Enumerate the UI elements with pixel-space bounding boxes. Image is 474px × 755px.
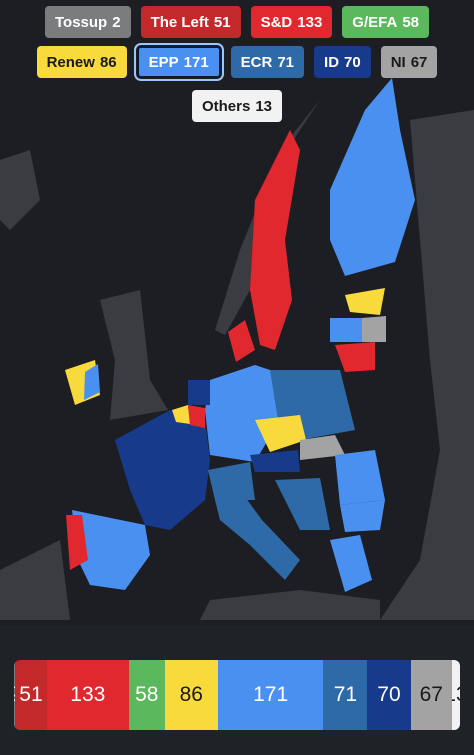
button-row: Tossup 2 The Left 51 S&D 133 G/EFA 58 [0,6,474,38]
seat-segment: 13 [451,660,460,730]
party-button[interactable]: ID 70 [314,46,371,78]
segment-label: 13 [452,683,460,707]
seat-segment: 71 [323,660,368,730]
segment-label: 86 [179,683,203,706]
party-button[interactable]: Others 13 [191,90,283,122]
segment-label: 71 [333,683,358,706]
party-button[interactable]: G/EFA 58 [342,6,429,38]
seat-segment: 2 [14,660,16,730]
party-seats: 171 [183,53,209,71]
party-seats: 2 [112,13,121,31]
party-button[interactable]: EPP 171 [133,43,224,81]
party-buttons: Tossup 2 The Left 51 S&D 133 G/EFA 58 Renew 86 EPP… [0,6,474,130]
party-button[interactable]: ECR 71 [230,46,305,78]
button-row: Others 13 [0,90,474,122]
party-seats: 13 [255,97,273,115]
segment-label: 2 [14,683,15,707]
party-button[interactable]: Renew 86 [36,46,127,78]
seat-segment: 51 [15,660,47,730]
party-button[interactable]: Tossup 2 [44,6,131,38]
party-seats: 70 [344,53,361,71]
party-name: NI [390,53,406,71]
party-button[interactable]: The Left 51 [140,6,241,38]
segment-label: 67 [419,683,443,706]
seat-segment: 133 [46,660,129,730]
party-button[interactable]: S&D 133 [250,6,333,38]
seat-segment: 67 [410,660,452,730]
segment-label: 51 [19,683,43,706]
segment-label: 171 [253,683,289,706]
button-row: Renew 86 EPP 171 ECR 71 ID 70 NI 67 [0,43,474,81]
party-seats: 67 [410,53,428,71]
party-name: S&D [260,13,293,31]
party-name: ECR [240,53,273,71]
party-seats: 58 [402,13,419,31]
party-seats: 133 [297,13,323,31]
seat-segment: 58 [128,660,165,730]
party-seats: 86 [99,53,117,71]
seat-segment: 171 [217,660,324,730]
party-name: G/EFA [352,13,398,31]
party-name: Renew [46,53,95,71]
party-name: Others [201,97,251,115]
seat-segment: 70 [367,660,411,730]
party-seats: 71 [277,53,295,71]
segment-label: 133 [70,683,106,706]
seat-bar: 251 133 58 86 171 71 70 67 13 [14,660,460,730]
seat-segment: 86 [164,660,218,730]
party-name: Tossup [54,13,108,31]
party-name: EPP [148,53,179,71]
party-name: The Left [150,13,209,31]
countries [65,78,415,592]
party-button[interactable]: NI 67 [380,46,438,78]
party-seats: 51 [213,13,231,31]
segment-label: 58 [135,683,159,706]
segment-label: 70 [377,683,401,706]
party-name: ID [324,53,340,71]
land-background [0,100,474,620]
